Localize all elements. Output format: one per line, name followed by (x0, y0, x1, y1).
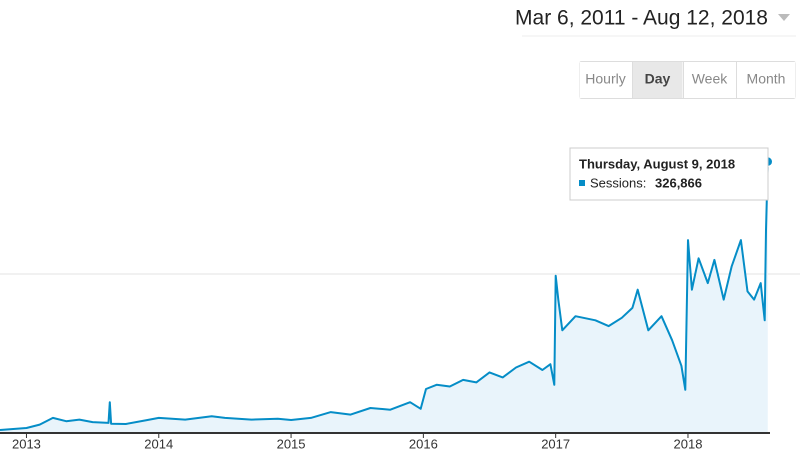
tooltip: Thursday, August 9, 2018 Sessions: 326,8… (569, 147, 769, 201)
date-range-text[interactable]: Mar 6, 2011 - Aug 12, 2018 (515, 7, 768, 30)
tooltip-box (569, 147, 769, 201)
granularity-button[interactable]: Week (683, 62, 736, 98)
button-label[interactable]: Month (747, 71, 786, 87)
x-tick-label: 2014 (144, 436, 173, 450)
button-bg[interactable] (683, 62, 736, 98)
x-tick-label: 2016 (409, 436, 438, 450)
tooltip-label: Sessions: (590, 175, 646, 190)
button-bg[interactable] (579, 62, 632, 98)
date-range-picker[interactable]: Mar 6, 2011 - Aug 12, 2018 (515, 2, 796, 37)
button-label[interactable]: Week (692, 71, 729, 87)
granularity-button[interactable]: Day (632, 62, 683, 98)
tooltip-value: 326,866 (655, 175, 702, 190)
x-tick-label: 2015 (277, 436, 306, 450)
area (0, 161, 768, 432)
button-bg[interactable] (632, 62, 683, 98)
granularity-button[interactable]: Month (736, 62, 796, 98)
button-bg[interactable] (736, 62, 796, 98)
x-tick-label: 2013 (12, 436, 41, 450)
tooltip-swatch (579, 180, 585, 186)
line (0, 161, 769, 431)
tooltip-date: Thursday, August 9, 2018 (579, 156, 735, 171)
granularity-button[interactable]: Hourly (579, 62, 632, 98)
x-tick-label: 2017 (541, 436, 570, 450)
granularity-buttons: Hourly Day Week Month (579, 61, 796, 99)
date-range-box[interactable] (522, 2, 796, 36)
x-tick-label: 2018 (674, 436, 703, 450)
button-label[interactable]: Day (645, 71, 671, 87)
plot: 2013 2014 2015 2016 2017 2018 (0, 155, 800, 451)
button-label[interactable]: Hourly (585, 71, 625, 87)
dropdown-arrow[interactable] (778, 14, 790, 21)
